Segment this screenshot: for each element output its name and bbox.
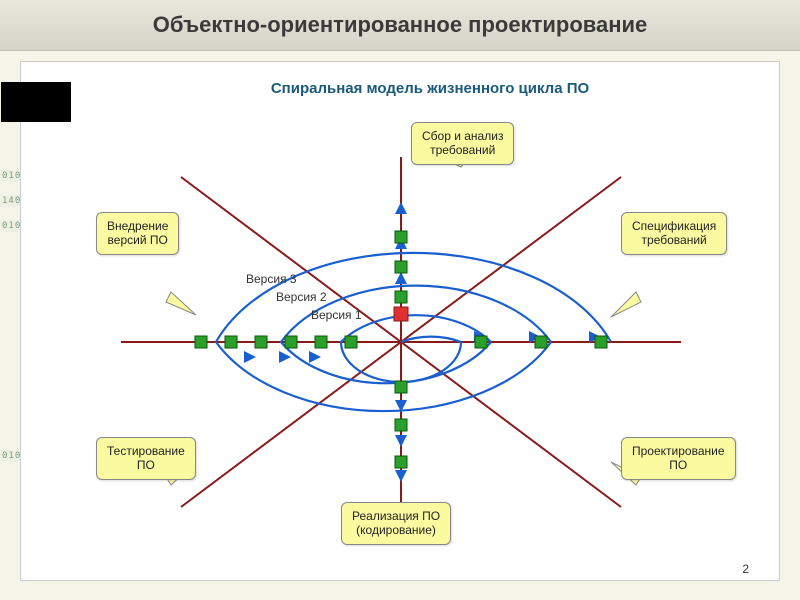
callout-top-line1: Сбор и анализ: [422, 129, 503, 143]
page-title: Объектно-ориентированное проектирование: [20, 12, 780, 38]
callout-top-line2: требований: [430, 143, 495, 157]
callout-ru-line2: требований: [642, 233, 707, 247]
callout-b-line1: Реализация ПО: [352, 509, 440, 523]
subtitle: Спиральная модель жизненного цикла ПО: [81, 62, 779, 97]
callout-b-line2: (кодирование): [356, 523, 436, 537]
callout-rl-line1: Проектирование: [632, 444, 725, 458]
callout-left-lower: Тестирование ПО: [96, 437, 196, 480]
callout-lu-line2: версий ПО: [108, 233, 168, 247]
callout-lu-line1: Внедрение: [107, 219, 168, 233]
version-label-2: Версия 2: [276, 290, 327, 304]
callout-left-upper: Внедрение версий ПО: [96, 212, 179, 255]
center-marker: [394, 307, 408, 321]
callout-rl-line2: ПО: [669, 458, 687, 472]
version-label-1: Версия 1: [311, 308, 362, 322]
title-bar: Объектно-ориентированное проектирование: [0, 0, 800, 51]
content-panel: Спиральная модель жизненного цикла ПО: [20, 61, 780, 581]
callout-ru-line1: Спецификация: [632, 219, 716, 233]
markers-top: [395, 231, 407, 303]
spiral-loop-1: [341, 315, 491, 382]
callout-bottom: Реализация ПО (кодирование): [341, 502, 451, 545]
page-number: 2: [742, 562, 749, 576]
version-label-3: Версия 3: [246, 272, 297, 286]
callout-top: Сбор и анализ требований: [411, 122, 514, 165]
callout-right-upper: Спецификация требований: [621, 212, 727, 255]
callout-right-lower: Проектирование ПО: [621, 437, 736, 480]
callout-ll-line1: Тестирование: [107, 444, 185, 458]
callout-ll-line2: ПО: [137, 458, 155, 472]
